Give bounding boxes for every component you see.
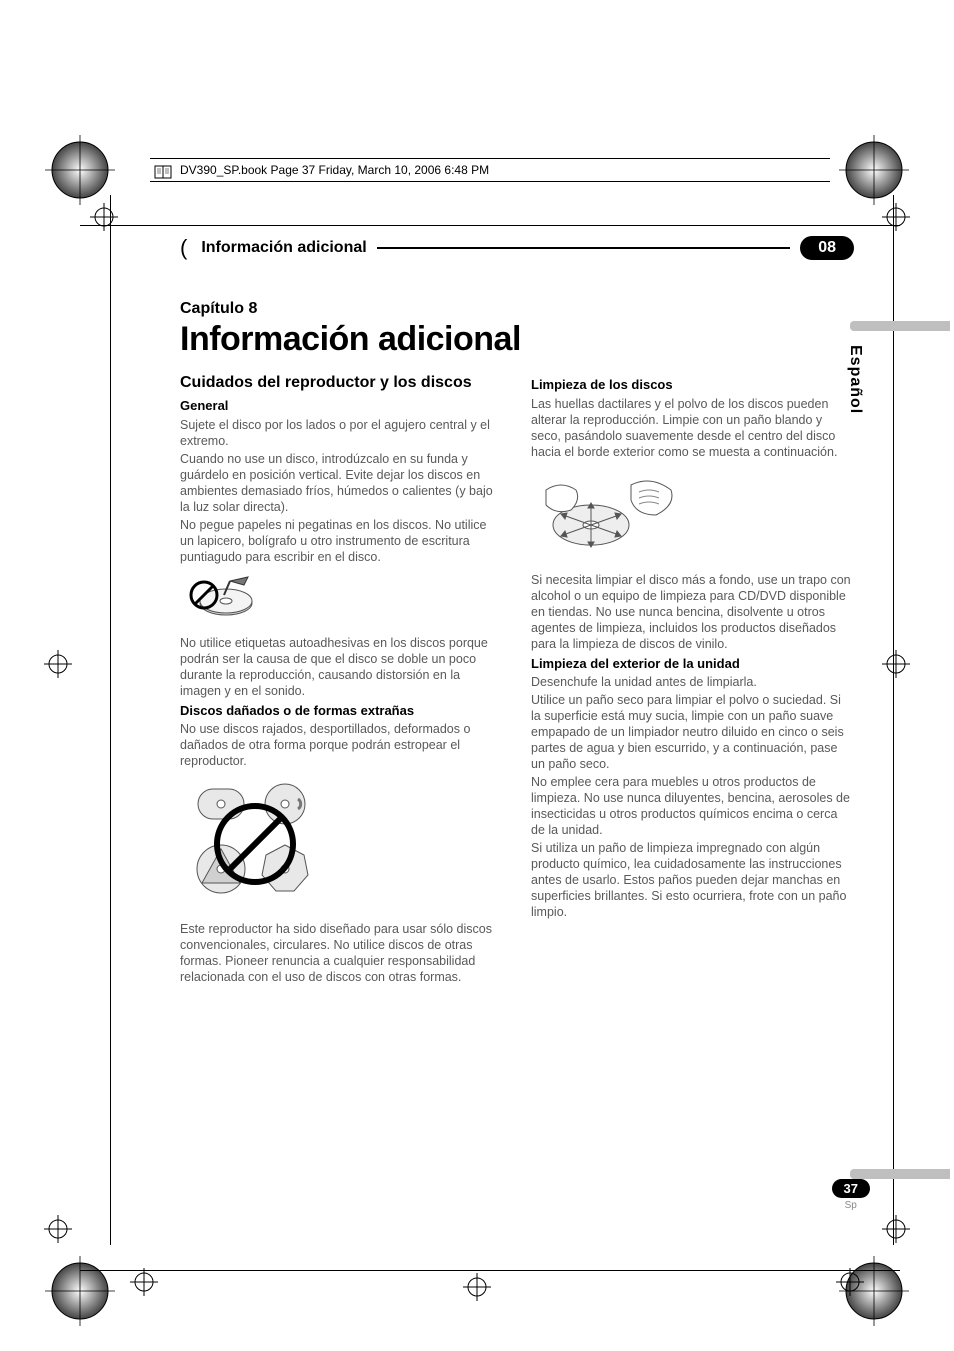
h3-clean-discs: Limpieza de los discos: [531, 377, 854, 394]
title-bar-line: [377, 247, 791, 249]
para: Si utiliza un paño de limpieza impregnad…: [531, 840, 854, 920]
para: Cuando no use un disco, introdúzcalo en …: [180, 451, 503, 515]
h2-care: Cuidados del reproductor y los discos: [180, 373, 503, 392]
para: No pegue papeles ni pegatinas en los dis…: [180, 517, 503, 565]
crop-line: [80, 225, 900, 226]
crop-line: [110, 195, 111, 1245]
page-number-badge: 37 Sp: [832, 1179, 870, 1211]
para: Si necesita limpiar el disco más a fondo…: [531, 572, 854, 652]
page-stub: [850, 1169, 950, 1179]
para: No use discos rajados, desportillados, d…: [180, 721, 503, 769]
page-lang-code: Sp: [832, 1200, 870, 1211]
crop-line: [893, 195, 894, 1245]
side-stub: [850, 321, 950, 331]
h3-general: General: [180, 398, 503, 415]
right-column: Limpieza de los discos Las huellas dacti…: [531, 373, 854, 987]
section-badge: 08: [800, 236, 854, 260]
cross-left-mid: [44, 650, 72, 678]
disc-no-write-icon: [180, 575, 503, 623]
para: Las huellas dactilares y el polvo de los…: [531, 396, 854, 460]
chapter-title: Información adicional: [180, 320, 854, 359]
para: No utilice etiquetas autoadhesivas en lo…: [180, 635, 503, 699]
para: Desenchufe la unidad antes de limpiarla.: [531, 674, 854, 690]
para: Sujete el disco por los lados o por el a…: [180, 417, 503, 449]
cross-right-upper: [882, 203, 910, 231]
file-header-text: DV390_SP.book Page 37 Friday, March 10, …: [180, 163, 489, 177]
disc-shapes-prohibited-icon: [180, 779, 503, 909]
cross-right-mid: [882, 650, 910, 678]
para: Este reproductor ha sido diseñado para u…: [180, 921, 503, 985]
cross-bottom-right: [836, 1268, 864, 1296]
disc-wipe-icon: [531, 470, 854, 560]
page-number: 37: [832, 1179, 870, 1198]
h3-clean-unit: Limpieza del exterior de la unidad: [531, 656, 854, 673]
book-icon: [154, 163, 172, 181]
title-bar-paren: (: [180, 237, 187, 259]
section-title: Información adicional: [197, 239, 366, 257]
cross-right-lower: [882, 1215, 910, 1243]
cross-bottom-left: [130, 1268, 158, 1296]
crop-line: [80, 1270, 900, 1271]
reg-mark-top-right: [834, 130, 914, 210]
left-column: Cuidados del reproductor y los discos Ge…: [180, 373, 503, 987]
h3-damaged: Discos dañados o de formas extrañas: [180, 703, 503, 720]
reg-mark-top-left: [40, 130, 120, 210]
reg-mark-bottom-left: [40, 1251, 120, 1331]
chapter-label: Capítulo 8: [180, 300, 854, 318]
para: No emplee cera para muebles u otros prod…: [531, 774, 854, 838]
section-title-bar: ( Información adicional 08: [180, 236, 854, 260]
cross-bottom-center: [463, 1273, 491, 1301]
cross-left-lower: [44, 1215, 72, 1243]
para: Utilice un paño seco para limpiar el pol…: [531, 692, 854, 772]
cross-left-upper: [90, 203, 118, 231]
file-header: DV390_SP.book Page 37 Friday, March 10, …: [150, 158, 830, 182]
